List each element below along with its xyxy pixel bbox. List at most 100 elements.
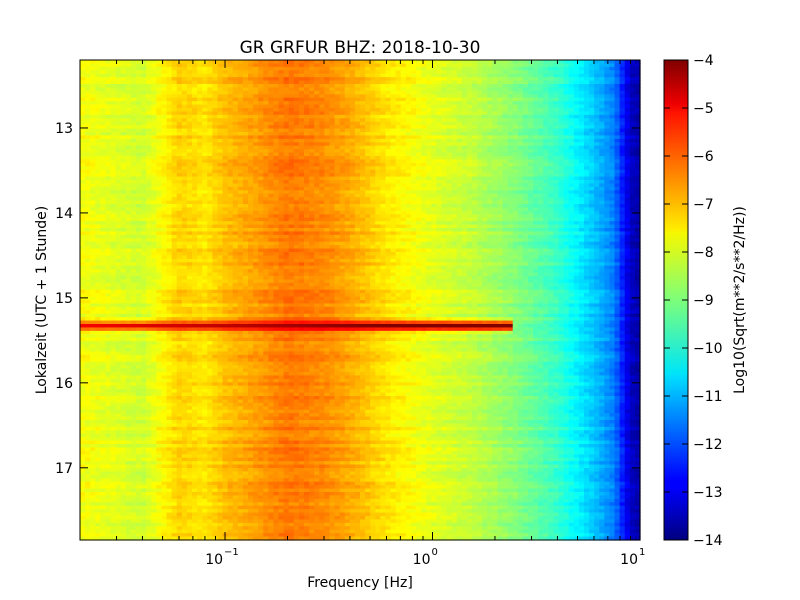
spectrogram-cell <box>202 80 208 85</box>
spectrogram-cell <box>192 186 198 191</box>
spectrogram-cell <box>298 214 305 219</box>
spectrogram-cell <box>400 186 407 191</box>
spectrogram-cell <box>410 204 417 209</box>
spectrogram-cell <box>375 70 381 75</box>
spectrogram-cell <box>492 180 499 185</box>
spectrogram-cell <box>634 118 641 123</box>
spectrogram-cell <box>166 101 173 106</box>
spectrogram-cell <box>344 156 351 161</box>
spectrogram-cell <box>130 108 137 113</box>
spectrogram-cell <box>344 101 351 106</box>
spectrogram-cell <box>248 142 254 147</box>
spectrogram-cell <box>217 97 224 102</box>
spectrogram-cell <box>125 200 132 205</box>
spectrogram-cell <box>477 149 483 154</box>
spectrogram-cell <box>589 104 595 109</box>
spectrogram-cell <box>85 149 91 154</box>
spectrogram-cell <box>609 101 616 106</box>
spectrogram-cell <box>156 111 163 116</box>
spectrogram-cell <box>136 169 142 174</box>
spectrogram-cell <box>334 114 341 119</box>
spectrogram-cell <box>181 114 188 119</box>
spectrogram-cell <box>410 197 417 202</box>
spectrogram-cell <box>349 173 356 178</box>
spectrogram-cell <box>507 162 514 167</box>
spectrogram-cell <box>95 162 101 167</box>
spectrogram-cell <box>568 180 575 185</box>
spectrogram-cell <box>298 169 305 174</box>
spectrogram-cell <box>614 159 621 164</box>
spectrogram-cell <box>482 186 488 191</box>
spectrogram-cell <box>573 156 580 161</box>
spectrogram-cell <box>604 176 611 181</box>
spectrogram-cell <box>573 200 580 205</box>
spectrogram-cell <box>604 87 611 92</box>
spectrogram-cell <box>446 166 453 171</box>
spectrogram-cell <box>309 197 315 202</box>
spectrogram-cell <box>568 197 575 202</box>
spectrogram-cell <box>543 84 549 89</box>
spectrogram-cell <box>619 135 626 140</box>
spectrogram-cell <box>563 186 570 191</box>
spectrogram-cell <box>395 190 402 195</box>
spectrogram-cell <box>599 118 605 123</box>
spectrogram-cell <box>258 114 264 119</box>
spectrogram-cell <box>253 183 259 188</box>
spectrogram-cell <box>370 200 376 205</box>
spectrogram-cell <box>344 66 351 71</box>
spectrogram-cell <box>446 145 453 150</box>
spectrogram-cell <box>558 159 565 164</box>
spectrogram-cell <box>568 169 575 174</box>
spectrogram-cell <box>100 77 107 82</box>
spectrogram-cell <box>166 207 173 212</box>
spectrogram-cell <box>522 180 529 185</box>
spectrogram-cell <box>461 80 468 85</box>
spectrogram-cell <box>390 104 397 109</box>
spectrogram-cell <box>553 204 560 209</box>
spectrogram-cell <box>487 193 493 198</box>
spectrogram-cell <box>263 210 269 215</box>
spectrogram-cell <box>609 111 616 116</box>
spectrogram-cell <box>248 204 254 209</box>
spectrogram-cell <box>115 138 122 143</box>
spectrogram-cell <box>125 197 132 202</box>
spectrogram-cell <box>80 104 86 109</box>
spectrogram-cell <box>624 152 631 157</box>
spectrogram-cell <box>278 97 285 102</box>
spectrogram-cell <box>517 145 524 150</box>
spectrogram-cell <box>436 66 443 71</box>
spectrogram-cell <box>349 197 356 202</box>
spectrogram-cell <box>151 145 157 150</box>
spectrogram-cell <box>151 152 157 157</box>
spectrogram-cell <box>380 66 387 71</box>
spectrogram-cell <box>573 80 580 85</box>
spectrogram-cell <box>288 87 295 92</box>
spectrogram-cell <box>604 104 611 109</box>
spectrogram-cell <box>538 193 544 198</box>
spectrogram-cell <box>446 87 453 92</box>
spectrogram-cell <box>558 128 565 133</box>
spectrogram-cell <box>227 128 234 133</box>
spectrogram-cell <box>568 97 575 102</box>
spectrogram-cell <box>171 176 178 181</box>
spectrogram-cell <box>370 90 376 95</box>
spectrogram-cell <box>298 101 305 106</box>
spectrogram-cell <box>543 80 549 85</box>
spectrogram-cell <box>624 125 631 130</box>
spectrogram-cell <box>278 207 285 212</box>
spectrogram-cell <box>90 77 96 82</box>
spectrogram-cell <box>528 149 534 154</box>
spectrogram-cell <box>161 70 168 75</box>
spectrogram-cell <box>497 80 504 85</box>
spectrogram-cell <box>334 135 341 140</box>
spectrogram-cell <box>395 207 402 212</box>
spectrogram-cell <box>207 97 213 102</box>
spectrogram-cell <box>533 111 539 116</box>
spectrogram-cell <box>578 200 585 205</box>
spectrogram-cell <box>487 111 493 116</box>
spectrogram-cell <box>349 207 356 212</box>
spectrogram-cell <box>202 101 208 106</box>
spectrogram-cell <box>202 186 208 191</box>
spectrogram-cell <box>609 197 616 202</box>
spectrogram-cell <box>298 204 305 209</box>
